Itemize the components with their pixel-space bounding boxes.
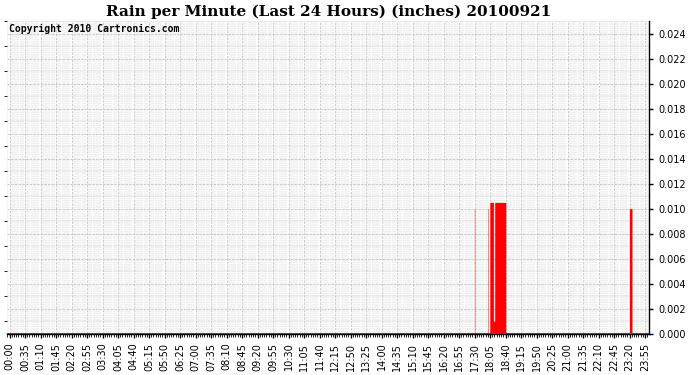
Title: Rain per Minute (Last 24 Hours) (inches) 20100921: Rain per Minute (Last 24 Hours) (inches)… [106,4,551,18]
Text: Copyright 2010 Cartronics.com: Copyright 2010 Cartronics.com [8,24,179,34]
